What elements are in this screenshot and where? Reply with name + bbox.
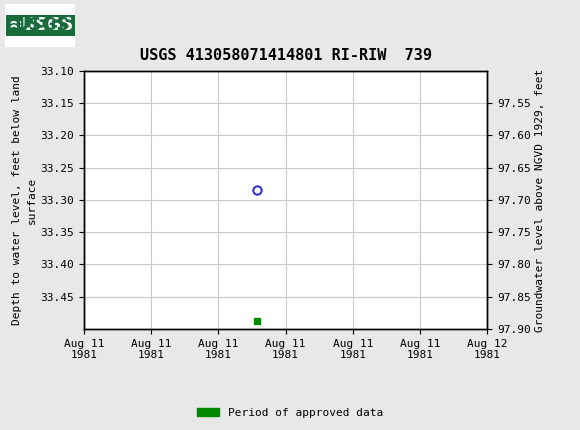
Bar — [5, 4, 75, 47]
Y-axis label: Depth to water level, feet below land
surface: Depth to water level, feet below land su… — [12, 75, 37, 325]
Y-axis label: Groundwater level above NGVD 1929, feet: Groundwater level above NGVD 1929, feet — [535, 68, 545, 332]
Text: USGS: USGS — [14, 16, 70, 34]
Text: ≈USGS: ≈USGS — [8, 16, 73, 34]
Title: USGS 413058071414801 RI-RIW  739: USGS 413058071414801 RI-RIW 739 — [140, 48, 432, 63]
Legend: Period of approved data: Period of approved data — [193, 403, 387, 422]
